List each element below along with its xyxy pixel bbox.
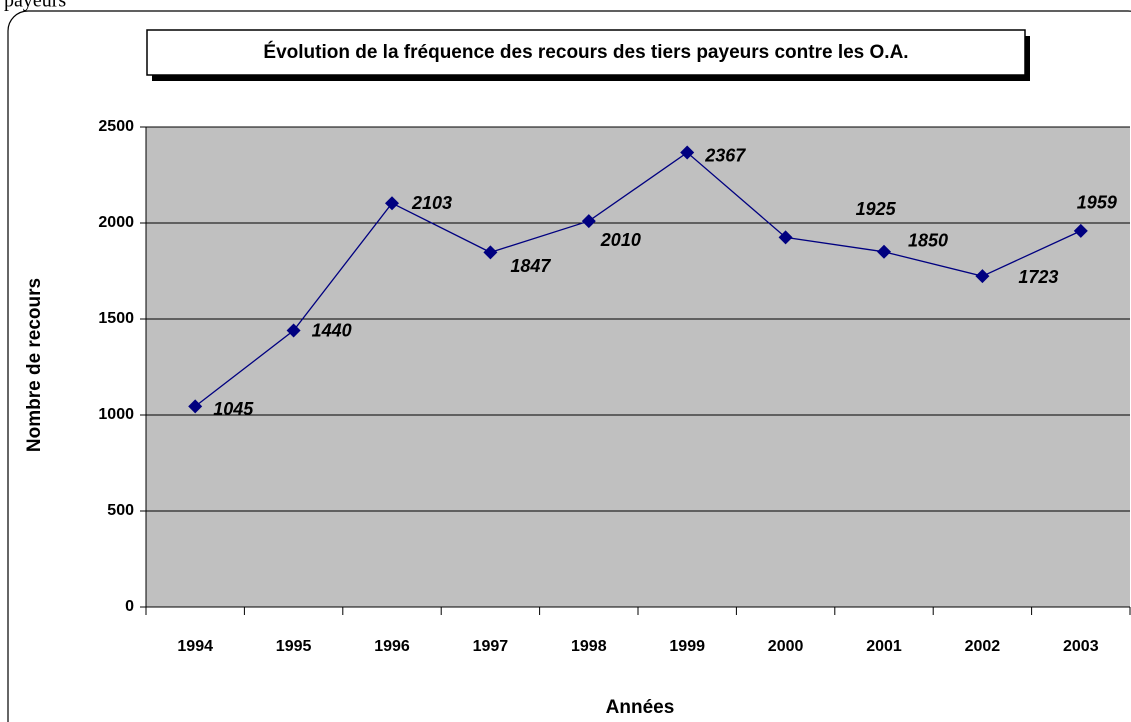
y-tick-label: 1000 (98, 406, 134, 423)
x-tick-label: 1996 (374, 638, 410, 655)
chart-frame (7, 10, 1131, 722)
data-label: 1959 (1077, 193, 1117, 213)
data-point (877, 244, 891, 259)
x-axis-label: Années (606, 697, 675, 718)
x-tick-label: 1998 (571, 638, 607, 655)
data-label: 1847 (510, 256, 551, 276)
page-fragment: payeurs (4, 0, 66, 12)
data-label: 1723 (1018, 267, 1058, 287)
x-tick-label: 1994 (177, 638, 213, 655)
data-label: 1045 (213, 399, 254, 419)
x-tick-label: 1999 (669, 638, 705, 655)
y-tick-label: 500 (107, 502, 134, 519)
x-tick-label: 2000 (768, 638, 804, 655)
y-tick-label: 2000 (98, 214, 134, 231)
data-point (286, 323, 301, 338)
data-point (581, 214, 596, 229)
data-label: 1850 (908, 231, 948, 251)
data-label: 1925 (856, 199, 897, 219)
plot-area (146, 127, 1130, 607)
data-point (975, 269, 990, 284)
data-point (1073, 223, 1088, 238)
y-tick-label: 2500 (98, 118, 134, 135)
data-label: 1440 (312, 320, 352, 340)
y-tick-label: 0 (125, 598, 134, 615)
data-label: 2010 (600, 230, 641, 250)
data-point (188, 399, 203, 414)
chart-title: Évolution de la fréquence des recours de… (263, 41, 908, 63)
x-tick-label: 2001 (866, 638, 902, 655)
data-label: 2367 (704, 145, 746, 165)
data-point (680, 145, 695, 160)
x-tick-label: 2002 (965, 638, 1001, 655)
x-tick-label: 1995 (276, 638, 312, 655)
title-box (146, 29, 1026, 76)
y-tick-label: 1500 (98, 310, 134, 327)
data-point (483, 245, 498, 260)
data-label: 2103 (411, 193, 452, 213)
data-point (385, 196, 399, 211)
x-tick-label: 2003 (1063, 638, 1099, 655)
x-tick-label: 1997 (473, 638, 509, 655)
data-point (778, 230, 793, 245)
data-line (194, 151, 1082, 407)
y-axis-label: Nombre de recours (24, 278, 45, 452)
